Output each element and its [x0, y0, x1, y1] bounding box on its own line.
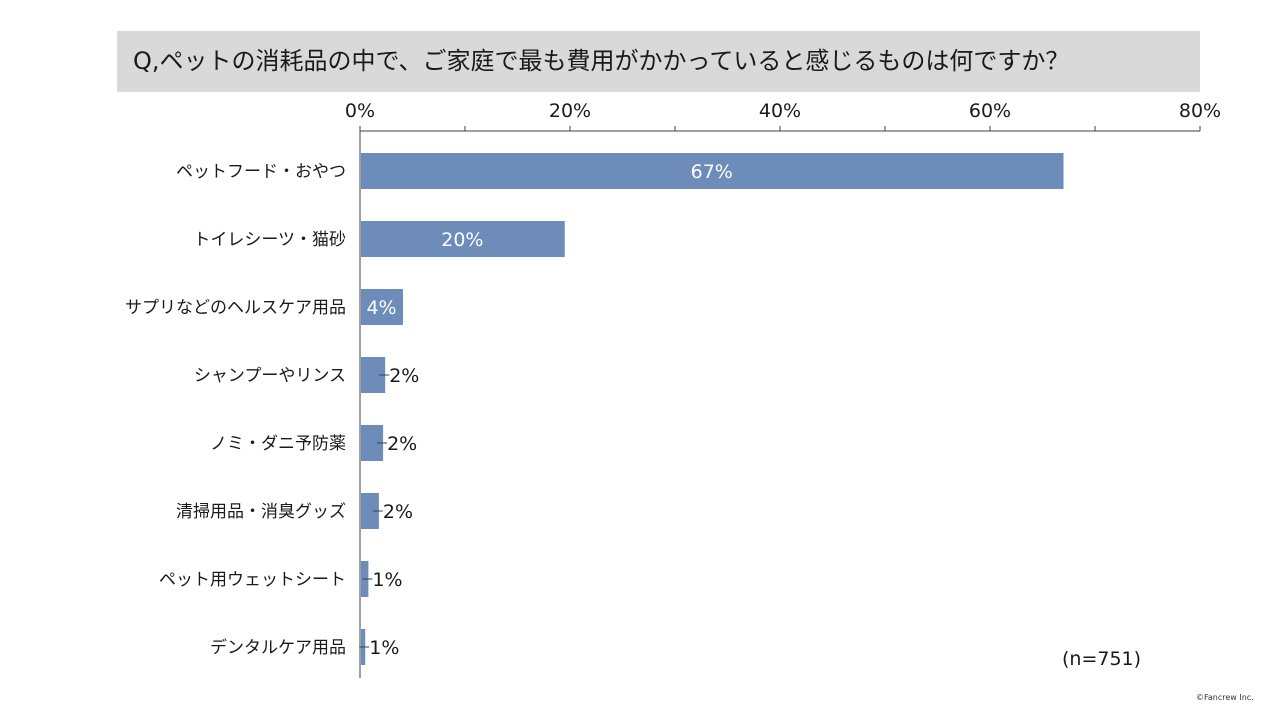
bar [361, 425, 384, 461]
title-bar: Q,ペットの消耗品の中で、ご家庭で最も費用がかかっていると感じるものは何ですか？ [117, 31, 1200, 92]
data-label: 1% [372, 569, 402, 591]
data-label: 2% [387, 433, 417, 455]
bar [361, 289, 404, 325]
copyright-text: ©Fancrew Inc. [1196, 693, 1254, 702]
category-label: シャンプーやリンス [194, 366, 346, 386]
category-label: ペット用ウェットシート [159, 570, 346, 590]
bar [361, 221, 565, 257]
data-label: 2% [389, 365, 419, 387]
x-tick-label: 80% [1179, 100, 1221, 122]
x-tick-label: 60% [969, 100, 1011, 122]
x-tick-label: 0% [345, 100, 375, 122]
x-tick-label: 40% [759, 100, 801, 122]
data-label: 67% [691, 161, 733, 183]
category-label: トイレシーツ・猫砂 [193, 230, 346, 250]
category-label: デンタルケア用品 [210, 637, 346, 658]
x-tick-label: 20% [549, 100, 591, 122]
chart-title: Q,ペットの消耗品の中で、ご家庭で最も費用がかかっていると感じるものは何ですか？ [133, 47, 1070, 75]
sample-size-note: (n=751) [1062, 648, 1142, 670]
category-label: サプリなどのヘルスケア用品 [125, 298, 346, 318]
data-label: 20% [441, 229, 483, 251]
data-label: 1% [369, 637, 399, 659]
bar [361, 153, 1064, 189]
data-label: 2% [383, 501, 413, 523]
category-label: 清掃用品・消臭グッズ [176, 502, 346, 522]
category-label: ペットフード・おやつ [176, 162, 346, 182]
data-label: 4% [366, 297, 396, 319]
bar [361, 493, 379, 529]
category-label: ノミ・ダニ予防薬 [210, 434, 346, 454]
